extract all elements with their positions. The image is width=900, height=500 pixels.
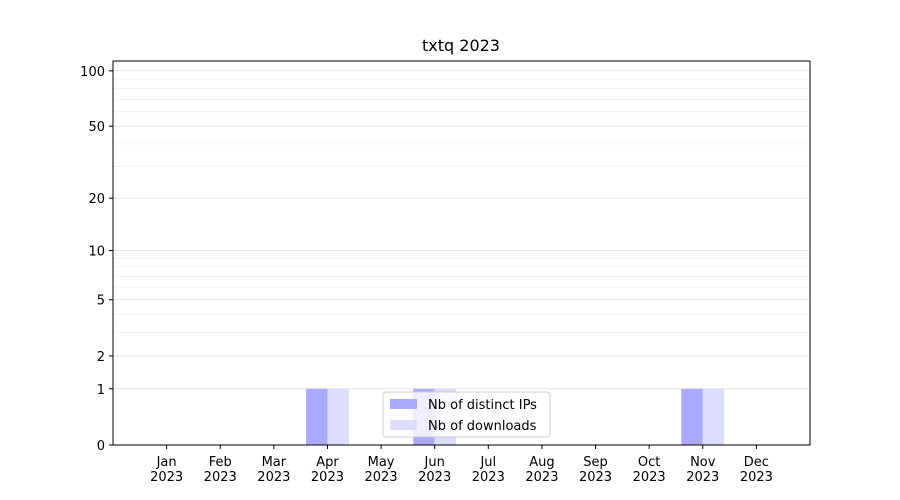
x-tick-label: Apr 2023 <box>311 455 344 485</box>
bar <box>327 388 349 445</box>
legend-label: Nb of downloads <box>428 419 537 434</box>
bar <box>306 388 328 445</box>
x-tick-label: Dec 2023 <box>740 455 773 485</box>
axes-frame <box>112 60 811 446</box>
legend-swatch <box>390 399 417 409</box>
y-tick-label: 100 <box>80 65 105 80</box>
legend-box <box>382 391 551 438</box>
y-tick-label: 2 <box>97 350 105 365</box>
x-tick-label: Jan 2023 <box>150 455 183 485</box>
y-tick-label: 5 <box>97 294 105 309</box>
y-tick-label: 50 <box>88 120 105 135</box>
x-tick-label: Feb 2023 <box>204 455 237 485</box>
x-tick-label: Jul 2023 <box>472 455 505 485</box>
plot-area: 0 1 2 5 10 20 50 100 Jan 2023 Feb 2023 Mar 2023 Apr 202… <box>80 60 811 485</box>
x-tick-label: Aug 2023 <box>525 455 558 485</box>
bar <box>681 388 703 445</box>
x-tick-label: Mar 2023 <box>257 455 290 485</box>
x-tick-label: Nov 2023 <box>686 455 719 485</box>
bar <box>702 388 725 445</box>
legend-swatch <box>390 420 417 430</box>
legend: Nb of distinct IPs Nb of downloads <box>382 391 551 438</box>
y-tick-label: 20 <box>88 192 105 207</box>
y-tick-label: 10 <box>88 245 105 260</box>
x-tick-label: May 2023 <box>365 455 398 485</box>
x-tick-label: Jun 2023 <box>418 455 451 485</box>
y-tick-label: 1 <box>97 383 105 398</box>
legend-label: Nb of distinct IPs <box>428 398 537 413</box>
x-tick-label: Sep 2023 <box>579 455 612 485</box>
chart-title: txtq 2023 <box>422 36 500 55</box>
x-tick-label: Oct 2023 <box>633 455 666 485</box>
y-tick-label: 0 <box>97 439 105 454</box>
